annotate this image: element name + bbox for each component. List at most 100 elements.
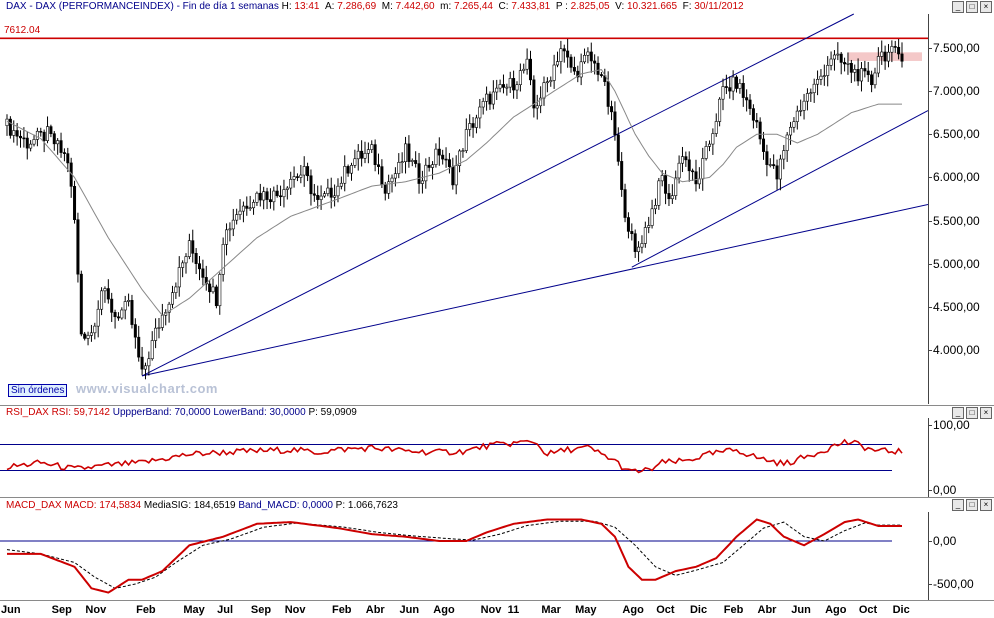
candle-body [576,70,580,78]
candle-body [589,51,593,62]
candle-body [140,356,144,370]
candle-body [755,119,759,123]
candle-body [758,121,762,140]
hour-value: 13:41 [294,1,320,12]
candle-body [775,165,779,180]
candle-body [701,158,705,180]
candle-body [674,177,678,196]
candle-body [897,46,901,55]
candle-body [772,164,776,167]
candle-body [816,79,820,85]
candle-body [262,191,266,201]
candle-body [211,286,215,293]
x-tick-label: Dic [892,604,910,616]
x-tick-label: Oct [656,604,675,616]
x-tick-label: Ago [622,604,644,616]
candle-body [258,192,262,201]
candle-body [789,126,793,136]
macd-pane[interactable]: MACD_DAX MACD: 174,5834 MediaSIG: 184,65… [0,498,994,601]
x-tick-label: Mar [541,604,561,616]
maximize-icon[interactable]: □ [966,499,978,511]
candle-body [464,129,468,151]
candle-body [265,191,269,200]
orders-button[interactable]: Sin órdenes [8,384,68,397]
candle-body [225,229,229,245]
candle-body [633,233,637,252]
candle-body [5,118,9,126]
candle-body [809,92,813,95]
x-tick-label: Feb [723,604,744,616]
y-tick [928,91,932,93]
x-tick-label: May [575,604,597,616]
rsi-header: RSI_DAX RSI: 59,7142 UppperBand: 70,0000… [6,407,357,418]
candle-body [880,51,884,57]
candle-body [539,97,543,107]
price-pane[interactable]: DAX - DAX (PERFORMANCEINDEX) - Fin de dí… [0,0,994,406]
candle-body [336,185,340,197]
candle-body [444,158,448,161]
candle-body [198,263,202,270]
candle-body [498,84,502,89]
candle-body [599,74,603,76]
close-icon[interactable]: × [980,1,992,13]
candle-body [900,53,904,62]
candle-body [312,193,316,196]
minimize-icon[interactable]: _ [952,407,964,419]
candle-body [316,195,320,200]
y-tick [928,541,932,542]
candle-body [488,93,492,105]
candle-body [339,182,343,187]
rsi-window-buttons: _ □ × [952,407,992,419]
macd-chart[interactable] [0,498,928,600]
candle-body [268,199,272,203]
candle-body [859,68,863,82]
candle-body [478,106,482,119]
candle-body [404,143,408,162]
candle-body [8,118,12,136]
candle-body [218,274,222,307]
candle-body [839,53,843,63]
x-tick-label: Nov [85,604,107,616]
candle-body [714,121,718,134]
candle-body [508,78,512,88]
candle-body [623,189,627,218]
x-tick-label: 11 [507,604,520,616]
rsi-tick-label: 0,00 [933,483,957,497]
candle-body [886,51,890,62]
close-icon[interactable]: × [980,407,992,419]
macd-signal-line [6,520,902,589]
minimize-icon[interactable]: _ [952,1,964,13]
candle-body [461,150,465,152]
candle-body [123,301,127,311]
candle-body [745,97,749,101]
candle-body [687,159,691,172]
minimize-icon[interactable]: _ [952,499,964,511]
close-icon[interactable]: × [980,499,992,511]
candle-body [532,79,536,109]
maximize-icon[interactable]: □ [966,407,978,419]
macd-value: MACD: 174,5834 [64,500,142,511]
rsi-chart[interactable] [0,406,928,497]
candle-body [856,69,860,82]
candle-body [741,83,745,98]
price-chart[interactable] [0,0,928,405]
candle-body [653,205,657,210]
candle-body [306,166,310,177]
candle-body [302,166,306,176]
price-tick-label: 7.500,00 [933,41,980,55]
rsi-pane[interactable]: RSI_DAX RSI: 59,7142 UppperBand: 70,0000… [0,406,994,498]
candle-body [735,76,739,89]
maximize-icon[interactable]: □ [966,1,978,13]
candle-body [333,195,337,198]
candle-body [731,76,735,92]
candle-body [501,84,505,88]
candle-body [322,193,326,197]
candle-body [241,205,245,212]
candle-body [748,99,752,109]
candle-body [528,58,532,81]
candle-body [883,51,887,62]
candle-body [657,180,661,206]
candle-body [59,140,63,153]
candle-body [309,175,313,195]
candle-body [177,267,181,288]
